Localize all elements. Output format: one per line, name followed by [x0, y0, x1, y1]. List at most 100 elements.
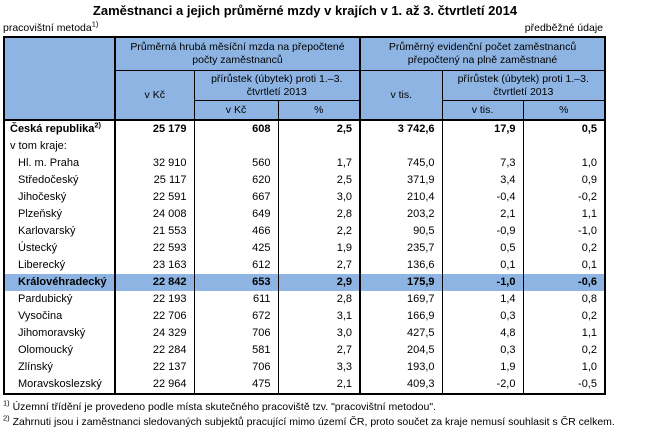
col-header-wage-delta-pct: %: [277, 100, 361, 121]
method-note: pracovištní metoda1): [3, 19, 99, 34]
region-name: Plzeňský: [3, 206, 116, 223]
value-cell: 7,3: [441, 155, 523, 172]
footnote-2: 2) Zahrnuti jsou i zaměstnanci sledovaný…: [3, 413, 615, 428]
footnotes: 1) Územní třídění je provedeno podle mís…: [3, 399, 670, 429]
value-cell: 0,3: [441, 308, 523, 325]
value-cell: 409,3: [359, 376, 442, 394]
table-row: Jihočeský 22 591 667 3,0 210,4 -0,4 -0,2: [3, 189, 605, 206]
value-cell: 608: [193, 120, 278, 138]
value-cell: 667: [193, 189, 278, 206]
table-row: Olomoucký 22 284 581 2,7 204,5 0,3 0,2: [3, 342, 605, 359]
value-cell: 2,8: [277, 206, 360, 223]
col-header-employees-delta-pct: %: [522, 100, 606, 121]
table-row: Karlovarský 21 553 466 2,2 90,5 -0,9 -1,0: [3, 223, 605, 240]
value-cell: [114, 138, 194, 155]
region-name: Pardubický: [3, 291, 116, 308]
value-cell: -1,0: [522, 223, 605, 240]
value-cell: 0,9: [522, 172, 605, 189]
table-row: Liberecký 23 163 612 2,7 136,6 0,1 0,1: [3, 257, 605, 274]
region-name: Česká republika2): [3, 120, 116, 138]
value-cell: 427,5: [359, 325, 442, 342]
table-row: Ústecký 22 593 425 1,9 235,7 0,5 0,2: [3, 240, 605, 257]
value-cell: 166,9: [359, 308, 442, 325]
value-cell: 0,3: [441, 342, 523, 359]
value-cell: 1,7: [277, 155, 360, 172]
value-cell: 1,1: [522, 206, 605, 223]
table-row: Královéhradecký 22 842 653 2,9 175,9 -1,0 -0,6: [3, 274, 605, 291]
value-cell: 611: [193, 291, 278, 308]
col-header-employees-delta: přírůstek (úbytek) proti 1.–3. čtvrtletí…: [441, 70, 606, 101]
value-cell: 22 593: [114, 240, 194, 257]
col-header-employees-delta-thous: v tis.: [441, 100, 524, 121]
value-cell: 2,8: [277, 291, 360, 308]
value-cell: 2,1: [277, 376, 360, 394]
table-row: v tom kraje:: [3, 138, 605, 155]
region-name: v tom kraje:: [3, 138, 116, 155]
value-cell: 3,1: [277, 308, 360, 325]
value-cell: 672: [193, 308, 278, 325]
value-cell: 32 910: [114, 155, 194, 172]
value-cell: 0,2: [522, 342, 605, 359]
value-cell: 0,1: [441, 257, 523, 274]
value-cell: 1,9: [441, 359, 523, 376]
table-row: Moravskoslezský 22 964 475 2,1 409,3 -2,0 -0,5: [3, 376, 605, 394]
value-cell: -0,4: [441, 189, 523, 206]
value-cell: -0,2: [522, 189, 605, 206]
value-cell: 425: [193, 240, 278, 257]
value-cell: 24 329: [114, 325, 194, 342]
preliminary-data-note: předběžné údaje: [524, 22, 603, 34]
region-name: Jihomoravský: [3, 325, 116, 342]
region-name: Středočeský: [3, 172, 116, 189]
value-cell: 22 284: [114, 342, 194, 359]
value-cell: [193, 138, 278, 155]
table-row: Česká republika2) 25 179 608 2,5 3 742,6 17,9…: [3, 120, 605, 138]
value-cell: 371,9: [359, 172, 442, 189]
value-cell: 1,0: [522, 155, 605, 172]
col-header-wage-czk: v Kč: [114, 70, 195, 121]
col-group-wages: Průměrná hrubá měsíční mzda na přepočten…: [114, 36, 361, 71]
value-cell: 25 117: [114, 172, 194, 189]
table-row: Zlínský 22 137 706 3,3 193,0 1,9 1,0: [3, 359, 605, 376]
region-name: Jihočeský: [3, 189, 116, 206]
value-cell: 0,2: [522, 308, 605, 325]
value-cell: 203,2: [359, 206, 442, 223]
table-row: Hl. m. Praha 32 910 560 1,7 745,0 7,3 1,0: [3, 155, 605, 172]
value-cell: 4,8: [441, 325, 523, 342]
region-name: Karlovarský: [3, 223, 116, 240]
col-header-wage-delta-czk: v Kč: [193, 100, 279, 121]
value-cell: 17,9: [441, 120, 523, 138]
value-cell: -0,6: [522, 274, 605, 291]
value-cell: [277, 138, 360, 155]
col-header-wage-delta: přírůstek (úbytek) proti 1.–3. čtvrtletí…: [193, 70, 361, 101]
value-cell: 22 193: [114, 291, 194, 308]
value-cell: 3,0: [277, 189, 360, 206]
value-cell: 22 842: [114, 274, 194, 291]
value-cell: 22 706: [114, 308, 194, 325]
table-header: Průměrná hrubá měsíční mzda na přepočten…: [3, 36, 606, 121]
table-row: Plzeňský 24 008 649 2,8 203,2 2,1 1,1: [3, 206, 605, 223]
stub-header-cell: [3, 36, 116, 121]
wages-table: Průměrná hrubá měsíční mzda na přepočten…: [3, 36, 606, 395]
value-cell: 475: [193, 376, 278, 394]
region-name: Hl. m. Praha: [3, 155, 116, 172]
value-cell: 2,5: [277, 120, 360, 138]
value-cell: 0,5: [522, 120, 605, 138]
value-cell: 235,7: [359, 240, 442, 257]
region-name: Vysočina: [3, 308, 116, 325]
region-name: Liberecký: [3, 257, 116, 274]
value-cell: 612: [193, 257, 278, 274]
value-cell: -0,9: [441, 223, 523, 240]
value-cell: 3,0: [277, 325, 360, 342]
value-cell: 2,7: [277, 257, 360, 274]
value-cell: 23 163: [114, 257, 194, 274]
value-cell: 706: [193, 359, 278, 376]
value-cell: 0,5: [441, 240, 523, 257]
value-cell: 1,9: [277, 240, 360, 257]
value-cell: 3,4: [441, 172, 523, 189]
value-cell: 22 591: [114, 189, 194, 206]
value-cell: 2,9: [277, 274, 360, 291]
value-cell: 2,1: [441, 206, 523, 223]
value-cell: 560: [193, 155, 278, 172]
value-cell: 1,0: [522, 359, 605, 376]
value-cell: 1,1: [522, 325, 605, 342]
